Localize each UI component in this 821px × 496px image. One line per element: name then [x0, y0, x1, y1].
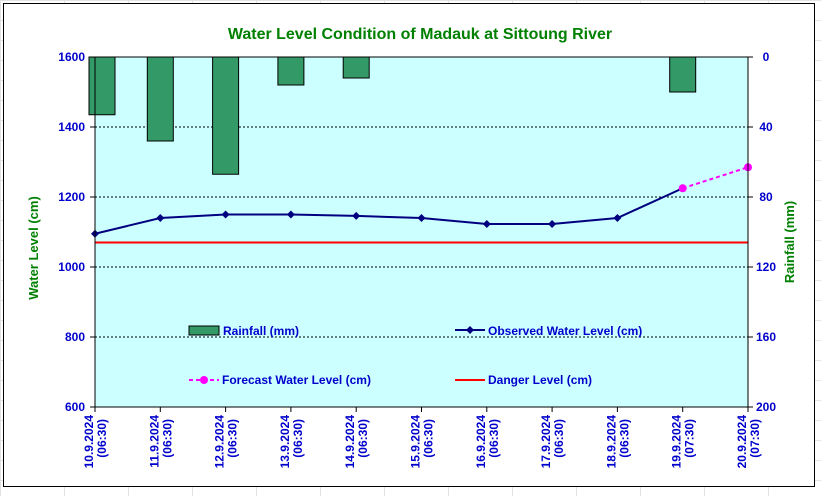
x-tick-time: (06:30): [291, 419, 305, 458]
chart-title: Water Level Condition of Madauk at Sitto…: [228, 26, 612, 43]
observed-point: [221, 210, 230, 219]
y2-tick-label: 200: [756, 400, 776, 414]
y2-tick-label: 120: [756, 260, 776, 274]
y2-tick-label: 0: [763, 50, 770, 64]
x-tick-time: (06:30): [422, 419, 436, 458]
forecast-point: [678, 184, 687, 193]
observed-point: [286, 210, 295, 219]
y2-tick-label: 40: [759, 120, 773, 134]
y-tick-label: 1600: [58, 50, 85, 64]
y-tick-label: 1000: [58, 260, 85, 274]
x-tick-date: 11.9.2024: [147, 415, 161, 468]
x-tick-time: (06:30): [617, 419, 631, 458]
x-tick-label: 15.9.2024 (06:30): [409, 415, 436, 469]
y-axis-title: Water Level (cm): [26, 196, 41, 300]
legend-rainfall: Rainfall (mm): [188, 324, 299, 338]
x-tick-label: 19.9.2024 (07:30): [670, 415, 697, 469]
x-tick-label: 17.9.2024 (06:30): [539, 415, 566, 469]
gridlines: [95, 56, 748, 338]
x-tick-date: 12.9.2024: [213, 415, 227, 469]
legend: Rainfall (mm) Observed Water Level (cm) …: [188, 324, 642, 387]
x-tick-label: 14.9.2024 (06:30): [343, 415, 370, 469]
x-tick-time: (06:30): [95, 419, 109, 458]
plot-area: [94, 56, 749, 408]
rainfall-bar: [342, 56, 370, 79]
x-tick-time: (06:30): [356, 419, 370, 458]
y2-axis-title: Rainfall (mm): [782, 201, 797, 283]
y2-tick-label: 160: [756, 330, 776, 344]
observed-point: [548, 219, 557, 228]
x-tick-date: 15.9.2024: [409, 415, 423, 469]
legend-forecast-label: Forecast Water Level (cm): [222, 373, 371, 387]
legend-rainfall-label: Rainfall (mm): [223, 324, 299, 338]
legend-observed: Observed Water Level (cm): [455, 324, 642, 338]
y-tick-label: 1400: [58, 120, 85, 134]
legend-rainfall-swatch: [188, 325, 220, 336]
x-tick-label: 12.9.2024 (06:30): [213, 415, 240, 469]
x-tick-date: 16.9.2024: [474, 415, 488, 469]
forecast-polyline: [682, 166, 749, 190]
x-tick-time: (06:30): [552, 419, 566, 458]
x-tick-time: (06:30): [160, 419, 174, 458]
x-tick-label: 20.9.2024 (07:30): [735, 415, 762, 469]
rainfall-bars: [88, 56, 697, 175]
y-tick-label: 1200: [58, 190, 85, 204]
x-tick-time: (07:30): [683, 419, 697, 458]
x-tick-date: 20.9.2024: [735, 415, 749, 469]
observed-point: [156, 214, 165, 222]
rainfall-bar: [669, 56, 697, 93]
y2-axis-ticks: 0 40 80 120 160 200: [748, 50, 776, 414]
rainfall-bar: [212, 56, 240, 175]
x-tick-label: 13.9.2024 (06:30): [278, 415, 305, 469]
legend-observed-label: Observed Water Level (cm): [488, 324, 642, 338]
x-tick-time: (06:30): [226, 419, 240, 458]
legend-danger: Danger Level (cm): [455, 373, 592, 387]
x-tick-date: 14.9.2024: [343, 415, 357, 469]
x-tick-date: 13.9.2024: [278, 415, 292, 469]
observed-point: [613, 214, 622, 222]
y-axis-ticks: 600 800 1000 1200 1400 1600: [58, 50, 95, 414]
y-tick-label: 600: [65, 400, 85, 414]
legend-forecast-marker: [200, 376, 208, 384]
x-tick-date: 17.9.2024: [539, 415, 553, 469]
x-tick-date: 19.9.2024: [670, 415, 684, 469]
x-tick-label: 16.9.2024 (06:30): [474, 415, 501, 469]
observed-polyline: [94, 187, 684, 235]
legend-forecast: Forecast Water Level (cm): [189, 373, 371, 387]
x-tick-time: (07:30): [748, 419, 762, 458]
x-tick-label: 10.9.2024 (06:30): [82, 415, 109, 469]
observed-water-level-line: [91, 184, 687, 238]
y2-tick-label: 80: [759, 190, 773, 204]
rainfall-bar: [146, 56, 174, 142]
x-tick-label: 11.9.2024 (06:30): [147, 415, 174, 468]
observed-point: [417, 214, 426, 222]
rainfall-bar: [88, 56, 116, 116]
x-tick-label: 18.9.2024 (06:30): [604, 415, 631, 469]
x-tick-date: 10.9.2024: [82, 415, 96, 469]
observed-point: [352, 211, 361, 220]
y-tick-label: 800: [65, 330, 85, 344]
legend-observed-marker: [466, 326, 474, 334]
rainfall-bar: [277, 56, 305, 86]
x-axis-ticks: 10.9.2024 (06:30) 11.9.2024 (06:30) 12.9.202…: [82, 407, 762, 468]
observed-point: [482, 219, 491, 228]
x-tick-time: (06:30): [487, 419, 501, 458]
legend-danger-label: Danger Level (cm): [488, 373, 592, 387]
x-tick-date: 18.9.2024: [604, 415, 618, 469]
